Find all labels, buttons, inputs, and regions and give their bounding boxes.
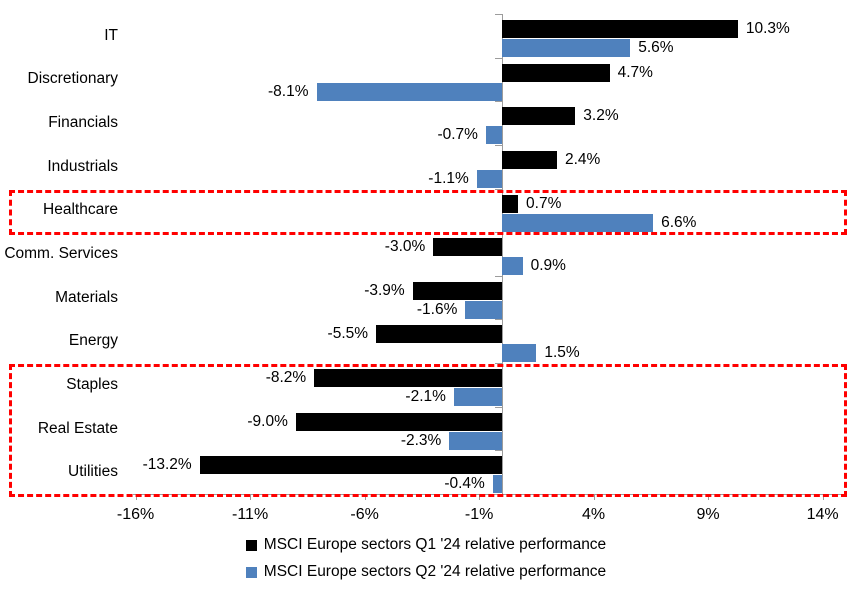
value-label: -13.2% [142, 456, 192, 474]
q1-bar [295, 412, 502, 431]
q1-bar [502, 150, 557, 169]
q2-bar [502, 213, 654, 232]
x-axis-tick [250, 493, 252, 500]
legend-item-q1: MSCI Europe sectors Q1 '24 relative perf… [245, 534, 607, 556]
x-axis-tick [593, 493, 595, 500]
value-label: 4.7% [617, 63, 653, 81]
q2-bar [492, 475, 502, 494]
value-label: -9.0% [247, 412, 288, 430]
y-axis-tick [495, 450, 502, 452]
category-label: Staples [66, 375, 118, 393]
q2-bar [316, 82, 502, 101]
q2-bar [502, 344, 537, 363]
x-axis-tick-label: -1% [464, 506, 494, 523]
q1-bar [502, 20, 738, 38]
y-axis-tick [495, 101, 502, 103]
x-axis-tick [479, 493, 481, 500]
y-axis-tick [495, 188, 502, 190]
value-label: -0.4% [444, 475, 485, 493]
x-axis-tick [364, 493, 366, 500]
legend-swatch-q1-icon [245, 539, 257, 551]
category-label: Energy [68, 332, 118, 350]
value-label: 6.6% [661, 213, 697, 231]
value-label: -3.9% [364, 281, 405, 299]
value-label: -0.7% [437, 126, 478, 144]
value-label: 0.7% [526, 194, 562, 212]
value-label: -8.2% [265, 369, 307, 387]
y-axis-tick [495, 363, 502, 365]
value-label: 1.5% [544, 344, 580, 362]
y-axis-tick [495, 144, 502, 146]
value-label: 10.3% [745, 20, 790, 37]
category-label: Materials [55, 288, 118, 306]
value-label: -3.0% [384, 238, 426, 256]
x-axis-tick [822, 493, 824, 500]
q2-bar [453, 388, 502, 407]
legend: MSCI Europe sectors Q1 '24 relative perf… [0, 534, 852, 583]
category-label: Industrials [47, 157, 118, 175]
legend-label-q2: MSCI Europe sectors Q2 '24 relative perf… [263, 563, 607, 580]
legend-item-q2: MSCI Europe sectors Q2 '24 relative perf… [245, 561, 607, 583]
q2-bar [485, 126, 502, 145]
q1-bar [412, 281, 502, 300]
category-label: Comm. Services [4, 244, 118, 262]
y-axis-tick [495, 275, 502, 277]
value-label: 3.2% [583, 107, 619, 125]
x-axis-tick-label: 9% [696, 506, 720, 523]
q2-bar [476, 169, 502, 188]
q1-bar [433, 238, 502, 257]
q2-bar [449, 431, 502, 450]
value-label: -8.1% [268, 82, 309, 100]
q2-bar [465, 300, 502, 319]
value-label: -1.6% [416, 300, 458, 318]
value-label: -2.3% [400, 431, 442, 449]
legend-swatch-q2-icon [245, 566, 257, 578]
category-label: Healthcare [43, 201, 118, 219]
x-axis-tick-label: -11% [232, 506, 269, 523]
y-axis-tick [495, 14, 502, 15]
x-axis-tick [708, 493, 710, 500]
q1-bar [199, 456, 502, 475]
value-label: 0.9% [530, 257, 566, 275]
y-axis-tick [495, 57, 502, 59]
q2-bar [502, 257, 523, 276]
y-axis-tick [495, 319, 502, 321]
x-axis-tick-label: -16% [116, 506, 155, 523]
q1-bar [376, 325, 502, 344]
q2-bar [502, 39, 631, 57]
y-axis-tick [495, 232, 502, 234]
value-label: -5.5% [327, 325, 369, 343]
value-label: -1.1% [428, 169, 469, 187]
legend-label-q1: MSCI Europe sectors Q1 '24 relative perf… [263, 536, 607, 553]
q1-bar [502, 194, 519, 213]
category-label: Real Estate [37, 419, 118, 437]
q1-bar [502, 63, 610, 82]
category-label: Financials [48, 114, 118, 132]
x-axis-line [133, 493, 846, 495]
value-label: -2.1% [405, 388, 446, 406]
category-label: Utilities [68, 463, 118, 481]
x-axis-tick [135, 493, 137, 500]
y-axis-tick [495, 406, 502, 408]
x-axis-tick-label: 14% [806, 506, 839, 523]
q1-bar [502, 107, 576, 126]
value-label: 2.4% [564, 150, 601, 168]
q1-bar [314, 369, 502, 388]
category-label: Discretionary [27, 70, 118, 88]
x-axis-tick-label: -6% [350, 506, 379, 523]
category-label: IT [104, 26, 118, 44]
healthcare-highlight [9, 189, 847, 236]
value-label: 5.6% [638, 39, 674, 56]
y-axis-line [502, 14, 503, 494]
x-axis-tick-label: 4% [582, 506, 606, 523]
